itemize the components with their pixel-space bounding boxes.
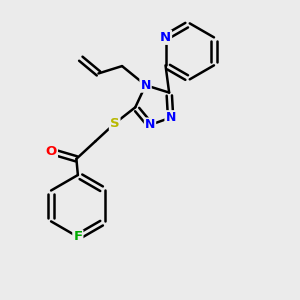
Text: S: S xyxy=(110,117,119,130)
Text: N: N xyxy=(145,118,155,131)
Text: N: N xyxy=(165,111,176,124)
Text: O: O xyxy=(46,145,57,158)
Text: F: F xyxy=(73,230,83,243)
Text: N: N xyxy=(140,79,151,92)
Text: N: N xyxy=(160,31,171,44)
